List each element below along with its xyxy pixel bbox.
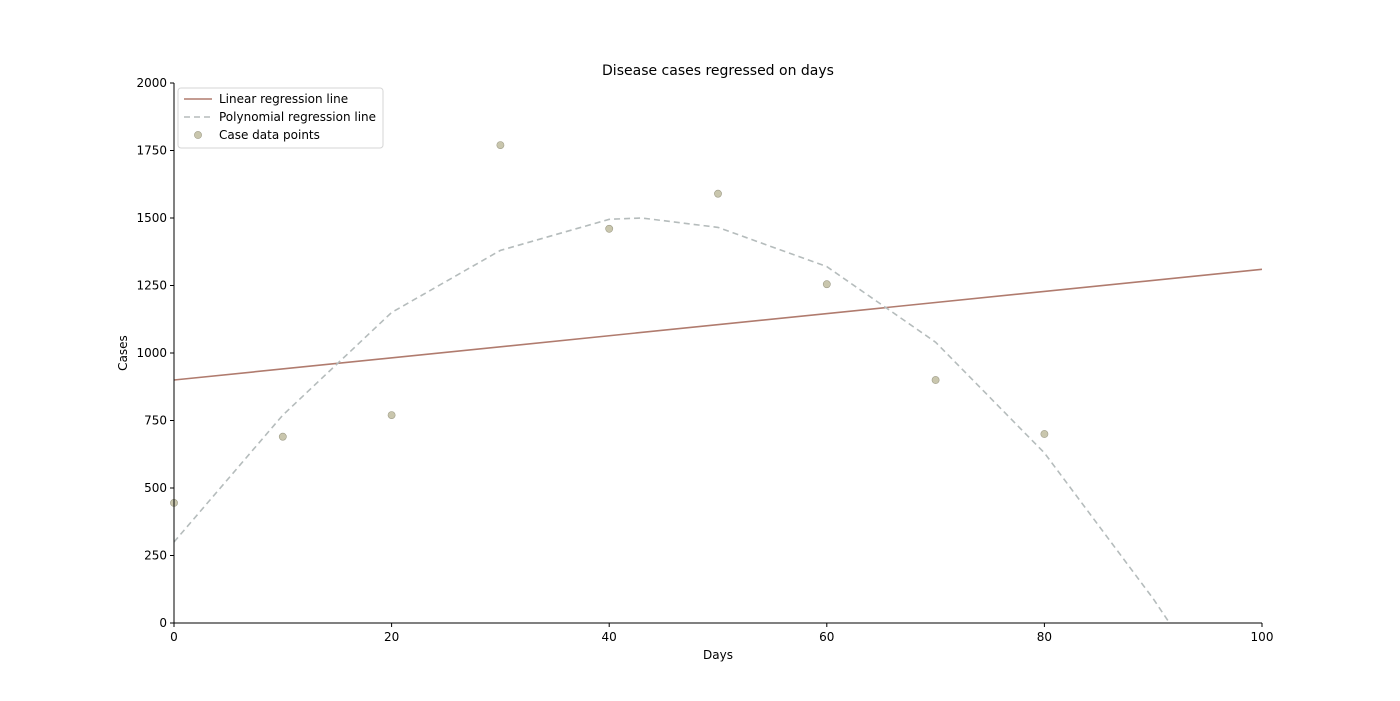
x-tick-label: 80 xyxy=(1037,630,1052,644)
x-ticks: 0 20 40 60 80 100 xyxy=(170,623,1273,644)
y-tick-label: 250 xyxy=(144,549,167,563)
legend-points-label: Case data points xyxy=(219,128,320,142)
x-tick-label: 60 xyxy=(819,630,834,644)
y-tick-label: 1250 xyxy=(136,279,167,293)
y-tick-label: 1000 xyxy=(136,346,167,360)
case-data-point xyxy=(387,411,396,419)
linear-regression-line xyxy=(173,268,1262,381)
case-data-point xyxy=(605,224,614,233)
y-tick-label: 1500 xyxy=(136,211,167,225)
case-data-point xyxy=(714,189,722,198)
y-tick-label: 750 xyxy=(144,414,167,428)
case-data-point xyxy=(822,280,831,289)
x-tick-label: 20 xyxy=(384,630,399,644)
polynomial-regression-line xyxy=(173,217,1171,623)
y-tick-label: 2000 xyxy=(136,76,167,90)
legend-points-swatch xyxy=(194,131,202,139)
case-data-point xyxy=(1040,430,1049,438)
y-tick-label: 1750 xyxy=(136,144,167,158)
chart-title: Disease cases regressed on days xyxy=(602,63,834,79)
y-tick-label: 0 xyxy=(159,616,167,630)
x-tick-label: 0 xyxy=(170,630,178,644)
legend-poly-label: Polynomial regression line xyxy=(219,110,376,124)
x-axis-label: Days xyxy=(703,648,733,662)
legend: Linear regression line Polynomial regres… xyxy=(177,87,384,149)
axes xyxy=(173,83,1262,624)
case-data-point xyxy=(278,432,287,441)
x-tick-label: 100 xyxy=(1251,630,1274,644)
y-tick-label: 500 xyxy=(144,481,167,495)
x-tick-label: 40 xyxy=(602,630,617,644)
plot-area xyxy=(170,141,1262,623)
y-ticks: 0 250 500 750 1000 1250 1500 1750 2000 xyxy=(136,76,174,630)
legend-box xyxy=(177,87,384,149)
case-data-point xyxy=(931,376,940,384)
legend-linear-label: Linear regression line xyxy=(219,92,348,106)
case-data-point xyxy=(496,141,505,149)
y-axis-label: Cases xyxy=(116,335,130,371)
